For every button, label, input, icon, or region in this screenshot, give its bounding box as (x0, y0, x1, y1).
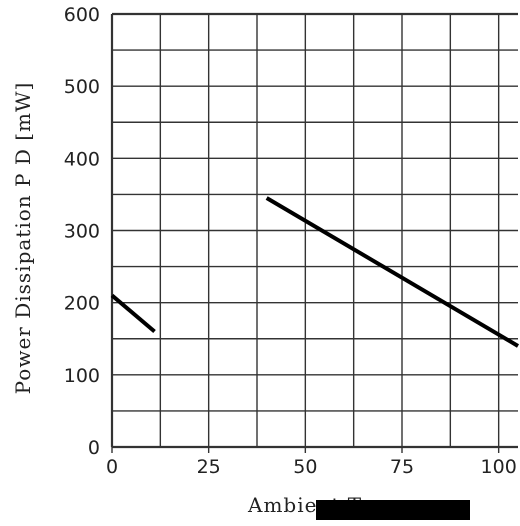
series-line (110, 293, 156, 334)
series-line (265, 196, 520, 348)
x-tick-label: 100 (481, 456, 517, 478)
x-tick-label: 0 (106, 456, 118, 478)
y-tick-label: 300 (64, 221, 100, 243)
x-tick-label: 75 (390, 456, 414, 478)
x-tick-label: 25 (197, 456, 221, 478)
tick-labels: 0 25 50 75 100 0 100 200 300 400 500 600 (64, 4, 517, 478)
y-tick-label: 600 (64, 4, 100, 26)
redaction-box (316, 500, 470, 520)
y-tick-label: 400 (64, 148, 100, 170)
y-axis-title: Power Dissipation P D [mW] (11, 82, 35, 395)
y-tick-label: 100 (64, 365, 100, 387)
y-tick-label: 500 (64, 76, 100, 98)
y-tick-label: 0 (88, 437, 100, 459)
y-tick-label: 200 (64, 293, 100, 315)
grid-lines (110, 12, 518, 453)
x-tick-label: 50 (293, 456, 317, 478)
series-lines (110, 196, 520, 348)
